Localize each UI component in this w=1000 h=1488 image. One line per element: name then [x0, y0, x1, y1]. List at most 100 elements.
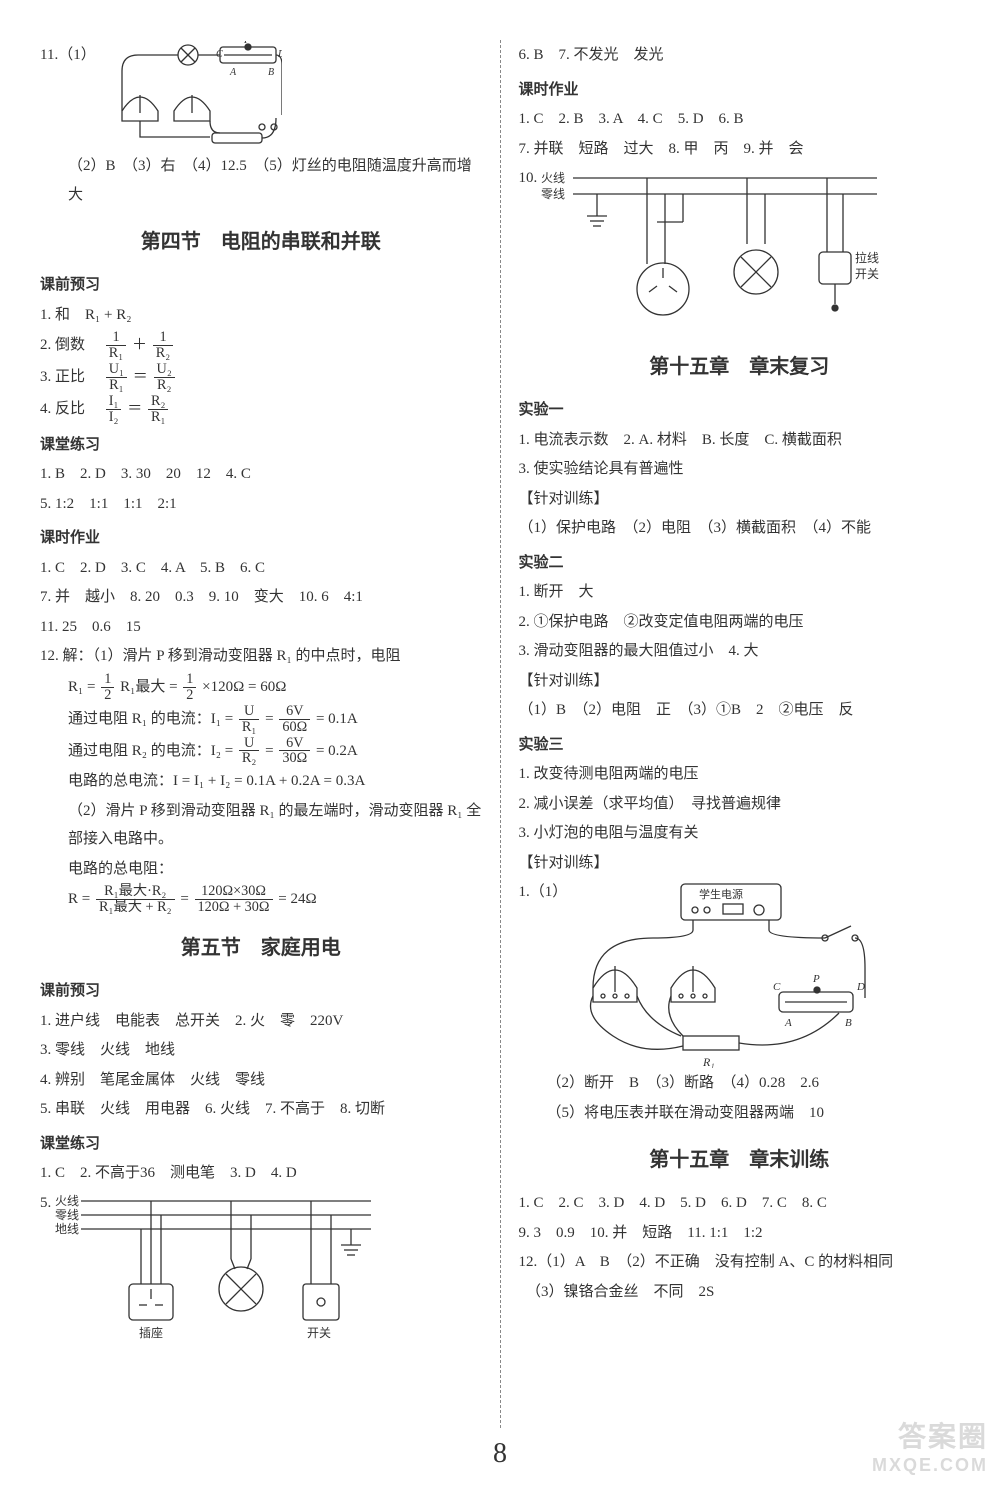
train-3: 12.（1）A B （2）不正确 没有控制 A、C 的材料相同 — [519, 1248, 961, 1277]
exp1-2: 3. 使实验结论具有普遍性 — [519, 455, 961, 484]
svg-text:零线: 零线 — [541, 187, 565, 201]
sec5-pre-4: 5. 串联 火线 用电器 6. 火线 7. 不高于 8. 切断 — [40, 1095, 482, 1124]
sec5-pre-head: 课前预习 — [40, 977, 482, 1006]
t3-tail-2: （5）将电压表并联在滑动变阻器两端 10 — [519, 1099, 961, 1128]
t1-head: 【针对训练】 — [519, 485, 961, 514]
n: 1 — [106, 330, 126, 346]
right-column: 6. B 7. 不发光 发光 课时作业 1. C 2. B 3. A 4. C … — [501, 40, 961, 1428]
watermark: 答案圈 MXQE.COM — [872, 1415, 988, 1476]
sec4-hw-head: 课时作业 — [40, 524, 482, 553]
section5-title: 第五节 家庭用电 — [40, 929, 482, 967]
mid: R₁最大 = — [120, 679, 177, 695]
eq: = — [265, 711, 273, 727]
eq: = — [265, 742, 273, 758]
plus: ＋ — [132, 337, 147, 353]
n: U — [239, 736, 259, 752]
svg-text:火线: 火线 — [541, 171, 565, 185]
sec4-pre-3-label: 3. 正比 — [40, 369, 100, 385]
exp1-head: 实验一 — [519, 396, 961, 425]
q11-label: 11.（1） — [40, 41, 96, 70]
q11-answer: （2）B （3）右 （4）12.5 （5）灯丝的电阻随温度升高而增大 — [40, 152, 482, 209]
exp2-1: 1. 断开 大 — [519, 578, 961, 607]
sec4-hw-3: 11. 25 0.6 15 — [40, 613, 482, 642]
frac2b: 1R₂ — [153, 330, 173, 361]
exp3-1: 1. 改变待测电阻两端的电压 — [519, 760, 961, 789]
d: 120Ω + 30Ω — [195, 900, 273, 915]
sec4-pre-2: 2. 倒数 1R₁ ＋ 1R₂ — [40, 330, 482, 361]
t3-q1: 1.（1） 学生电源 — [519, 878, 961, 1068]
f: 120Ω×30Ω120Ω + 30Ω — [195, 884, 273, 915]
sec5-pre-2: 3. 零线 火线 地线 — [40, 1036, 482, 1065]
train-title: 第十五章 章末训练 — [519, 1141, 961, 1179]
svg-text:P: P — [243, 41, 250, 46]
d: 30Ω — [279, 751, 310, 766]
t1: （1）保护电路 （2）电阻 （3）横截面积 （4）不能 — [519, 514, 961, 543]
sec4-class-1: 1. B 2. D 3. 30 20 12 4. C — [40, 460, 482, 489]
q12-l4: 电路的总电流：I = I₁ + I₂ = 0.1A + 0.2A = 0.3A — [40, 767, 482, 796]
watermark-line1: 答案圈 — [872, 1415, 988, 1455]
n: U₁ — [106, 362, 127, 378]
f: 12 — [183, 672, 196, 703]
sec4-pre-4: 4. 反比 I₁I₂ ＝ R₂R₁ — [40, 394, 482, 425]
n: R₁最大·R₂ — [96, 884, 175, 900]
q12-l5: （2）滑片 P 移到滑动变阻器 R₁ 的最左端时，滑动变阻器 R₁ 全部接入电路… — [40, 797, 482, 854]
n: 120Ω×30Ω — [195, 884, 273, 900]
t3-head: 【针对训练】 — [519, 849, 961, 878]
tail: = 0.1A — [316, 711, 358, 727]
exp1-1: 1. 电流表示数 2. A. 材料 B. 长度 C. 横截面积 — [519, 426, 961, 455]
sec4-pre-head: 课前预习 — [40, 271, 482, 300]
svg-text:A: A — [784, 1017, 792, 1029]
f: 12 — [101, 672, 114, 703]
r-hw-1: 1. C 2. B 3. A 4. C 5. D 6. B — [519, 105, 961, 134]
sec4-hw-1: 1. C 2. D 3. C 4. A 5. B 6. C — [40, 554, 482, 583]
exp3-2: 2. 减小误差（求平均值） 寻找普遍规律 — [519, 790, 961, 819]
svg-text:C: C — [773, 981, 781, 993]
watermark-line2: MXQE.COM — [872, 1455, 988, 1476]
train-1: 1. C 2. C 3. D 4. D 5. D 6. D 7. C 8. C — [519, 1189, 961, 1218]
exp3-head: 实验三 — [519, 731, 961, 760]
exp2-head: 实验二 — [519, 549, 961, 578]
svg-text:A: A — [229, 67, 237, 78]
sec4-pre-2-label: 2. 倒数 — [40, 337, 100, 353]
n: U — [239, 704, 259, 720]
r-top-1: 6. B 7. 不发光 发光 — [519, 41, 961, 70]
eq: = — [180, 891, 188, 907]
sec5-pre-3: 4. 辨别 笔尾金属体 火线 零线 — [40, 1066, 482, 1095]
review-title: 第十五章 章末复习 — [519, 348, 961, 386]
sec4-hw-2: 7. 并 越小 8. 20 0.3 9. 10 变大 10. 6 4:1 — [40, 583, 482, 612]
d: R₁最大 + R₂ — [96, 900, 175, 915]
q12-l7: R = R₁最大·R₂R₁最大 + R₂ = 120Ω×30Ω120Ω + 30… — [40, 884, 482, 915]
txt: 通过电阻 R₁ 的电流：I₁ = — [68, 711, 233, 727]
sec5-q5-label: 5. — [40, 1189, 51, 1344]
t2-head: 【针对训练】 — [519, 667, 961, 696]
frac3a: U₁R₁ — [106, 362, 127, 393]
r-q10-label: 10. — [519, 164, 538, 334]
f: 6V30Ω — [279, 736, 310, 767]
d: I₂ — [106, 410, 122, 425]
d: 2 — [183, 688, 196, 703]
frac2a: 1R₁ — [106, 330, 126, 361]
section4-title: 第四节 电阻的串联和并联 — [40, 223, 482, 261]
svg-text:拉线: 拉线 — [855, 250, 879, 265]
lhs: R = — [68, 891, 90, 907]
page-number: 8 — [0, 1438, 1000, 1470]
sec4-class-head: 课堂练习 — [40, 431, 482, 460]
d: R₁ — [106, 378, 127, 393]
svg-text:B: B — [268, 67, 274, 78]
n: U₂ — [154, 362, 175, 378]
label-socket: 插座 — [139, 1325, 163, 1340]
sec4-pre-3: 3. 正比 U₁R₁ ＝ U₂R₂ — [40, 362, 482, 393]
n: 6V — [279, 704, 310, 720]
f: 6V60Ω — [279, 704, 310, 735]
f: UR₁ — [239, 704, 259, 735]
q11-figure: C P D A B — [102, 41, 282, 151]
n: 1 — [183, 672, 196, 688]
frac4b: R₂R₁ — [148, 394, 168, 425]
n: 6V — [279, 736, 310, 752]
svg-text:D: D — [856, 981, 865, 993]
d: R₂ — [153, 346, 173, 361]
label-switch: 开关 — [307, 1326, 331, 1340]
n: 1 — [101, 672, 114, 688]
train-4: （3）镍铬合金丝 不同 2S — [519, 1278, 961, 1307]
exp2-3: 3. 滑动变阻器的最大阻值过小 4. 大 — [519, 637, 961, 666]
